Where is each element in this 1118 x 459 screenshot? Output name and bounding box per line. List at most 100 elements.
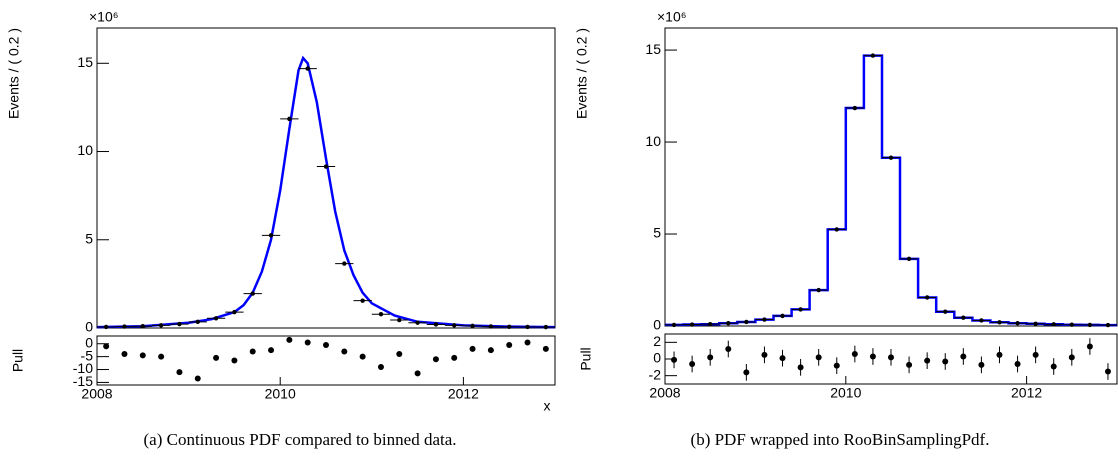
data-point xyxy=(360,298,365,303)
data-point xyxy=(1051,322,1056,327)
data-point xyxy=(250,291,255,296)
y-tick-label: 0 xyxy=(85,334,93,350)
y-tick-label: 5 xyxy=(653,225,661,241)
data-point xyxy=(177,321,182,327)
data-point xyxy=(433,322,439,327)
data-point xyxy=(122,324,127,329)
x-tick-label: 2012 xyxy=(448,386,479,402)
data-point xyxy=(744,319,749,325)
plot-frame xyxy=(664,27,1118,327)
y-tick-label: -15 xyxy=(73,373,93,389)
y-axis-title: Events / ( 0.2 ) xyxy=(574,28,590,119)
x-tick-label: 2008 xyxy=(649,385,680,401)
x-tick-label: 2010 xyxy=(830,385,861,401)
y-tick-label: -2 xyxy=(649,366,662,382)
data-point xyxy=(414,370,421,377)
data-point xyxy=(689,322,695,327)
y-tick-label: -10 xyxy=(73,360,93,376)
data-point xyxy=(524,339,531,346)
y-axis-title: Pull xyxy=(10,349,26,372)
data-point xyxy=(268,347,275,354)
data-point xyxy=(997,320,1002,325)
data-point xyxy=(432,356,439,363)
data-point xyxy=(378,312,384,317)
data-point xyxy=(779,355,786,362)
data-point xyxy=(488,324,494,329)
data-point xyxy=(960,353,967,360)
data-point xyxy=(470,323,475,329)
data-point xyxy=(451,354,458,361)
data-point xyxy=(103,324,109,330)
data-point xyxy=(689,361,696,367)
data-point xyxy=(249,348,256,355)
data-point xyxy=(852,105,858,111)
data-point xyxy=(342,261,347,266)
y-tick-label: 10 xyxy=(77,142,93,158)
data-point xyxy=(1105,322,1111,328)
data-point xyxy=(213,316,219,321)
y-tick-label: 0 xyxy=(85,319,93,335)
y-axis-title: Pull xyxy=(578,347,594,370)
data-point xyxy=(1014,361,1021,367)
caption: (b) PDF wrapped into RooBinSamplingPdf. xyxy=(691,430,990,449)
data-point xyxy=(525,324,530,330)
data-point xyxy=(396,351,403,358)
data-point xyxy=(231,357,238,364)
data-point xyxy=(924,357,931,364)
data-point xyxy=(671,322,677,328)
y-tick-label: 5 xyxy=(85,230,93,246)
data-point xyxy=(341,348,348,355)
data-point xyxy=(943,309,948,314)
data-point xyxy=(833,362,840,369)
data-point xyxy=(870,53,876,58)
data-point xyxy=(140,324,145,329)
data-point xyxy=(888,354,894,361)
data-point xyxy=(543,324,549,330)
data-point xyxy=(851,351,858,357)
data-point xyxy=(304,339,311,346)
data-point xyxy=(1069,322,1075,327)
data-point xyxy=(195,319,200,325)
data-point xyxy=(888,155,894,160)
data-point xyxy=(415,320,420,325)
data-point xyxy=(1104,368,1111,375)
y-tick-label: 0 xyxy=(653,317,661,333)
data-point xyxy=(725,346,732,352)
data-point xyxy=(743,369,750,376)
data-point xyxy=(506,342,513,349)
data-point xyxy=(542,345,549,352)
data-point xyxy=(287,116,292,122)
data-point xyxy=(1050,363,1057,370)
data-point xyxy=(323,342,329,349)
y-tick-label: 10 xyxy=(645,133,661,149)
data-point xyxy=(1086,343,1093,350)
y-tick-label: -5 xyxy=(81,347,94,363)
pdf-curve xyxy=(96,55,556,329)
x-tick-label: 2010 xyxy=(265,386,296,402)
data-point xyxy=(1033,321,1038,326)
data-point xyxy=(762,317,767,322)
data-point xyxy=(780,313,785,319)
data-point xyxy=(906,256,912,262)
data-point xyxy=(359,353,366,360)
data-point xyxy=(671,356,678,363)
data-point xyxy=(797,364,804,371)
data-point xyxy=(1087,322,1093,328)
data-point xyxy=(377,363,384,370)
data-point xyxy=(323,164,329,169)
data-point xyxy=(469,345,476,352)
data-point xyxy=(761,351,768,358)
data-point xyxy=(268,233,274,238)
data-point xyxy=(726,321,731,326)
data-point xyxy=(707,354,714,361)
data-point xyxy=(1032,351,1039,358)
data-point xyxy=(158,323,164,328)
data-point xyxy=(176,369,183,376)
data-point xyxy=(869,353,876,360)
data-point xyxy=(708,321,713,327)
data-point xyxy=(834,227,839,232)
data-point xyxy=(158,353,165,360)
data-point xyxy=(305,66,310,71)
x-tick-label: 2008 xyxy=(81,386,112,402)
